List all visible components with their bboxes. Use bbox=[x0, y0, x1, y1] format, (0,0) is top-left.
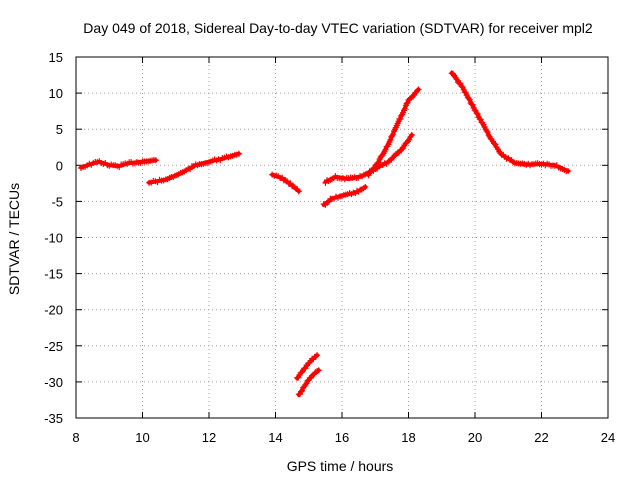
y-tick-label: -5 bbox=[51, 194, 63, 209]
series-arc-8 bbox=[365, 86, 422, 179]
y-axis-label: SDTVAR / TECUs bbox=[6, 183, 22, 295]
data-point bbox=[382, 146, 389, 153]
x-tick-label: 8 bbox=[72, 430, 79, 445]
y-tick-label: -25 bbox=[44, 339, 63, 354]
data-point bbox=[397, 116, 404, 122]
data-point bbox=[387, 137, 394, 143]
x-tick-label: 22 bbox=[534, 430, 548, 445]
x-axis-label: GPS time / hours bbox=[287, 458, 394, 474]
data-point bbox=[400, 145, 407, 152]
y-tick-label: -15 bbox=[44, 267, 63, 282]
y-tick-label: 15 bbox=[49, 50, 63, 65]
data-point bbox=[390, 131, 397, 138]
x-tick-label: 20 bbox=[468, 430, 482, 445]
data-point bbox=[473, 110, 480, 117]
data-point bbox=[374, 160, 381, 167]
x-tick-label: 10 bbox=[135, 430, 149, 445]
data-point bbox=[457, 80, 464, 87]
data-point bbox=[492, 141, 499, 148]
y-tick-label: -30 bbox=[44, 375, 63, 390]
data-point bbox=[315, 367, 322, 374]
data-point bbox=[314, 352, 321, 359]
x-tick-label: 24 bbox=[601, 430, 615, 445]
data-point bbox=[398, 146, 405, 153]
series-arc-5 bbox=[295, 367, 322, 398]
data-point bbox=[403, 100, 410, 107]
series-arc-4 bbox=[294, 352, 321, 381]
data-point bbox=[453, 76, 460, 83]
data-point bbox=[362, 183, 369, 190]
x-tick-label: 18 bbox=[401, 430, 415, 445]
y-tick-label: 5 bbox=[56, 122, 63, 137]
series-arc-3 bbox=[269, 171, 302, 195]
data-marks bbox=[78, 70, 572, 398]
data-point bbox=[466, 96, 473, 103]
data-point bbox=[477, 116, 484, 123]
data-point bbox=[152, 157, 159, 164]
x-tick-label: 16 bbox=[335, 430, 349, 445]
data-point bbox=[406, 136, 413, 143]
y-tick-label: 0 bbox=[56, 158, 63, 173]
y-tick-label: -10 bbox=[44, 231, 63, 246]
x-tick-label: 14 bbox=[268, 430, 282, 445]
data-point bbox=[408, 131, 415, 138]
data-point bbox=[365, 172, 372, 179]
data-point bbox=[491, 140, 498, 147]
data-point bbox=[483, 127, 490, 134]
series-arc-2 bbox=[146, 150, 242, 186]
series-arc-1 bbox=[78, 157, 159, 171]
y-tick-label: -35 bbox=[44, 411, 63, 426]
series-line bbox=[449, 70, 571, 174]
data-point bbox=[474, 111, 481, 117]
data-point bbox=[565, 168, 572, 175]
x-tick-label: 12 bbox=[202, 430, 216, 445]
data-point bbox=[414, 87, 421, 94]
y-tick-label: -20 bbox=[44, 303, 63, 318]
data-point bbox=[370, 165, 377, 172]
series-arc-9 bbox=[448, 70, 572, 175]
y-tick-label: 10 bbox=[49, 86, 63, 101]
data-point bbox=[235, 150, 242, 157]
series-arc-6 bbox=[320, 183, 369, 208]
data-point bbox=[469, 101, 476, 108]
data-point bbox=[299, 387, 306, 394]
data-point bbox=[287, 180, 294, 187]
axes: 8 10 12 14 16 18 20 22 24 15 10 5 0 -5 -10 -15 -20 -25 -30… bbox=[44, 50, 615, 445]
data-point bbox=[404, 99, 411, 106]
data-point bbox=[415, 86, 422, 93]
data-point bbox=[303, 380, 310, 387]
data-point bbox=[401, 105, 408, 112]
data-point bbox=[458, 83, 465, 90]
data-point bbox=[484, 129, 491, 136]
data-point bbox=[302, 365, 309, 372]
data-point bbox=[298, 388, 304, 395]
data-point bbox=[398, 112, 405, 119]
grid bbox=[76, 57, 608, 418]
data-point bbox=[375, 159, 382, 166]
data-point bbox=[295, 188, 302, 195]
chart-title: Day 049 of 2018, Sidereal Day-to-day VTE… bbox=[83, 20, 593, 36]
